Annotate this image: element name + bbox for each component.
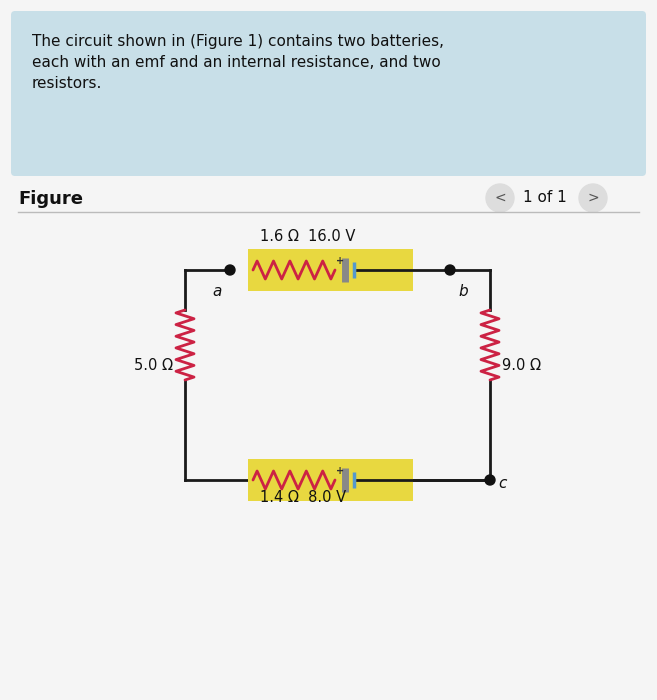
Bar [248,459,413,501]
Text: 1.4 Ω  8.0 V: 1.4 Ω 8.0 V [260,490,346,505]
Text: +: + [336,466,344,476]
Text: each with an emf and an internal resistance, and two: each with an emf and an internal resista… [32,55,441,70]
Text: a: a [213,284,222,299]
Text: Figure: Figure [18,190,83,208]
Text: c: c [498,475,507,491]
Circle shape [445,265,455,275]
Text: The circuit shown in (Figure 1) contains two batteries,: The circuit shown in (Figure 1) contains… [32,34,444,49]
Circle shape [485,475,495,485]
FancyBboxPatch shape [11,11,646,176]
Text: <: < [494,191,506,205]
Text: 1.6 Ω  16.0 V: 1.6 Ω 16.0 V [260,229,355,244]
Text: b: b [458,284,468,299]
Text: 1 of 1: 1 of 1 [523,190,567,206]
Text: 5.0 Ω: 5.0 Ω [134,358,173,372]
Circle shape [579,184,607,212]
Circle shape [225,265,235,275]
Text: +: + [336,256,344,266]
Text: >: > [587,191,599,205]
Text: 9.0 Ω: 9.0 Ω [502,358,541,372]
Text: resistors.: resistors. [32,76,102,91]
Circle shape [486,184,514,212]
Bar [248,249,413,291]
